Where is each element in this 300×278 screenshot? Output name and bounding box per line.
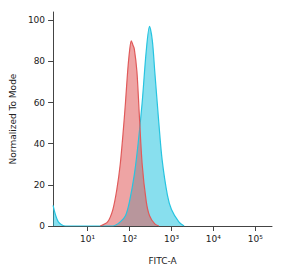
svg-text:10⁵: 10⁵ — [248, 234, 263, 244]
svg-text:Normalized To Mode: Normalized To Mode — [8, 73, 18, 164]
svg-text:FITC-A: FITC-A — [148, 256, 177, 266]
svg-text:20: 20 — [34, 180, 46, 190]
svg-text:10³: 10³ — [164, 234, 179, 244]
svg-text:0: 0 — [39, 221, 45, 231]
svg-text:10⁴: 10⁴ — [206, 234, 221, 244]
svg-text:10¹: 10¹ — [80, 234, 95, 244]
svg-text:10²: 10² — [122, 234, 137, 244]
svg-text:100: 100 — [28, 15, 45, 25]
svg-text:60: 60 — [34, 98, 46, 108]
svg-text:40: 40 — [34, 139, 46, 149]
svg-text:80: 80 — [34, 56, 46, 66]
